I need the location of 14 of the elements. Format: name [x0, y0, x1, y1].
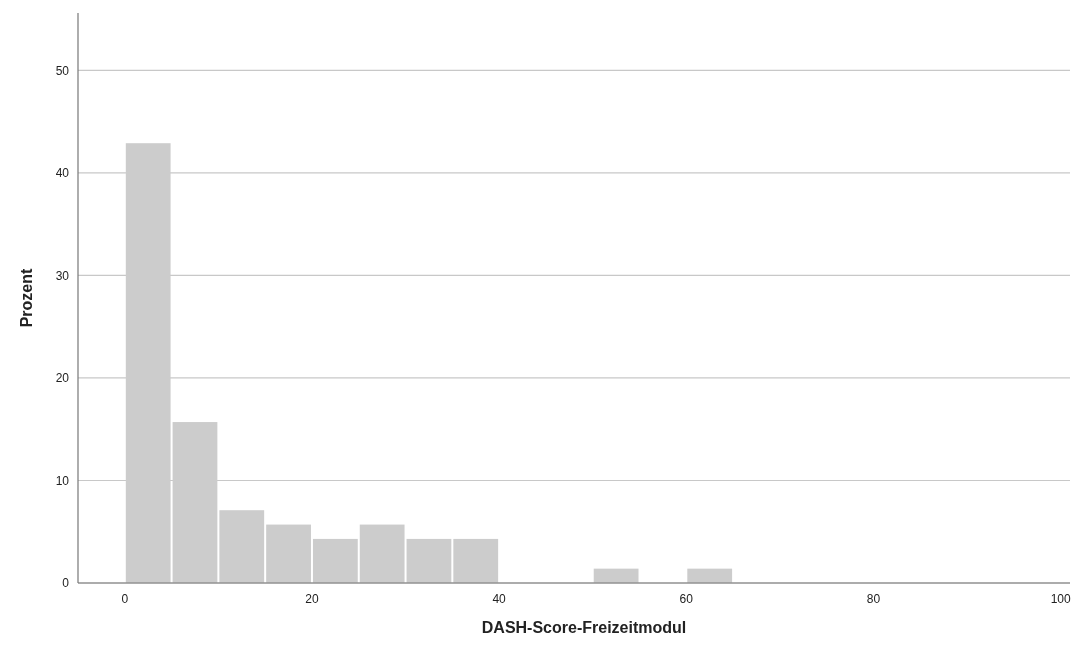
x-tick-label: 20 [305, 592, 319, 606]
y-tick-label: 10 [55, 473, 70, 488]
x-tick-label: 80 [866, 592, 881, 606]
x-tick-label: 60 [679, 592, 694, 606]
x-tick-label: 0 [121, 592, 129, 606]
y-tick-label: 50 [55, 63, 70, 78]
x-tick-label: 40 [492, 592, 507, 606]
y-tick-label: 40 [55, 166, 70, 181]
y-tick-label: 30 [55, 268, 70, 283]
y-axis-title: Prozent [18, 267, 35, 328]
x-axis-title: DASH-Score-Freizeitmodul [481, 619, 687, 636]
y-tick-label: 20 [55, 371, 70, 386]
x-tick-label: 100 [1050, 592, 1071, 606]
y-tick-label: 0 [62, 576, 70, 591]
